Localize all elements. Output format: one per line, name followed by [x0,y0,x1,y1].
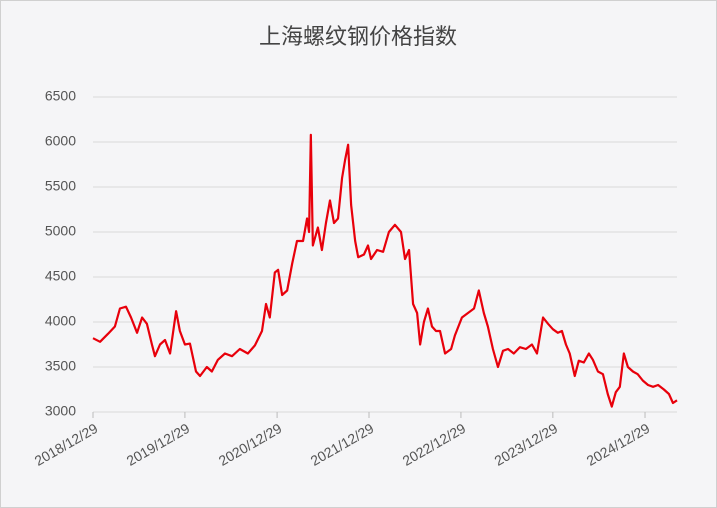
y-tick-label: 5500 [45,178,76,194]
y-tick-label: 6500 [45,88,76,104]
y-tick-label: 6000 [45,133,76,149]
y-tick-label: 3500 [45,358,76,374]
y-tick-label: 3000 [45,403,76,419]
price-line [92,133,678,408]
y-tick-label: 4000 [45,313,76,329]
y-tick-label: 5000 [45,223,76,239]
chart-title: 上海螺纹钢价格指数 [259,24,457,49]
y-tick-label: 4500 [45,268,76,284]
